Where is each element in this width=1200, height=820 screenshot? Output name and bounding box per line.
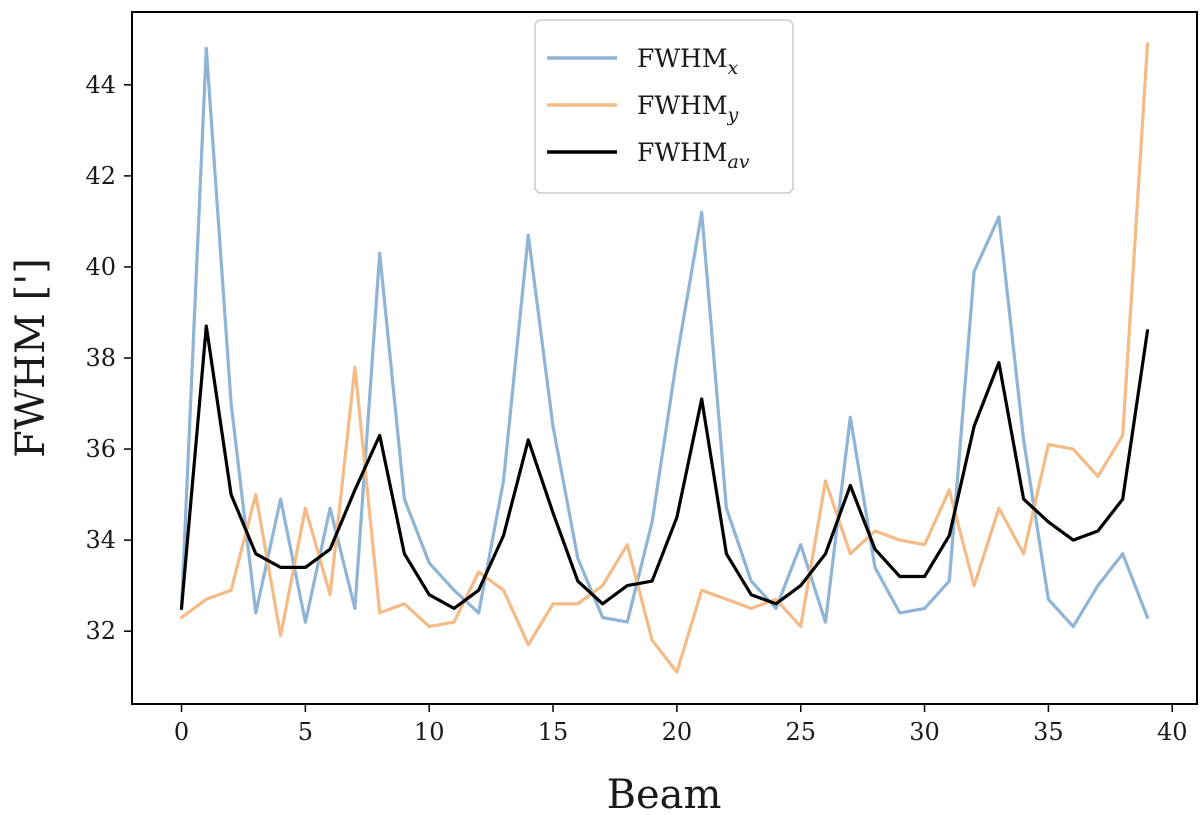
- y-tick-label: 36: [85, 435, 116, 463]
- series-layer: [179, 42, 1150, 674]
- legend: FWHMx FWHMy FWHMav: [534, 19, 794, 194]
- x-tick-label: 10: [414, 718, 445, 746]
- x-tick-label: 30: [909, 718, 940, 746]
- x-axis-title: Beam: [607, 772, 722, 818]
- y-axis-title: FWHM [']: [8, 258, 54, 458]
- x-tick-label: 5: [298, 718, 313, 746]
- legend-label-fwhmx: FWHMx: [637, 44, 738, 79]
- x-tick-label: 15: [538, 718, 569, 746]
- x-tick-label: 25: [785, 718, 816, 746]
- series-line-fwhmx: [179, 46, 1150, 629]
- x-tick-label: 20: [662, 718, 693, 746]
- y-tick-label: 44: [85, 71, 116, 99]
- series-line-fwhmav: [179, 324, 1150, 611]
- y-tick-label: 32: [85, 617, 116, 645]
- x-tick-label: 40: [1157, 718, 1188, 746]
- series-line-fwhmy: [179, 42, 1150, 674]
- y-tick-label: 38: [85, 344, 116, 372]
- y-tick-label: 34: [85, 526, 116, 554]
- legend-box: [534, 19, 794, 194]
- x-tick-label: 35: [1033, 718, 1064, 746]
- y-tick-label: 42: [85, 162, 116, 190]
- x-axis: 0 5 10 15 20 25 30 35 40: [174, 704, 1188, 746]
- y-axis: 32 34 36 38 40 42 44: [85, 71, 132, 645]
- legend-label-fwhmav: FWHMav: [637, 138, 750, 173]
- x-tick-label: 0: [174, 718, 189, 746]
- y-tick-label: 40: [85, 253, 116, 281]
- legend-label-fwhmy: FWHMy: [637, 91, 738, 126]
